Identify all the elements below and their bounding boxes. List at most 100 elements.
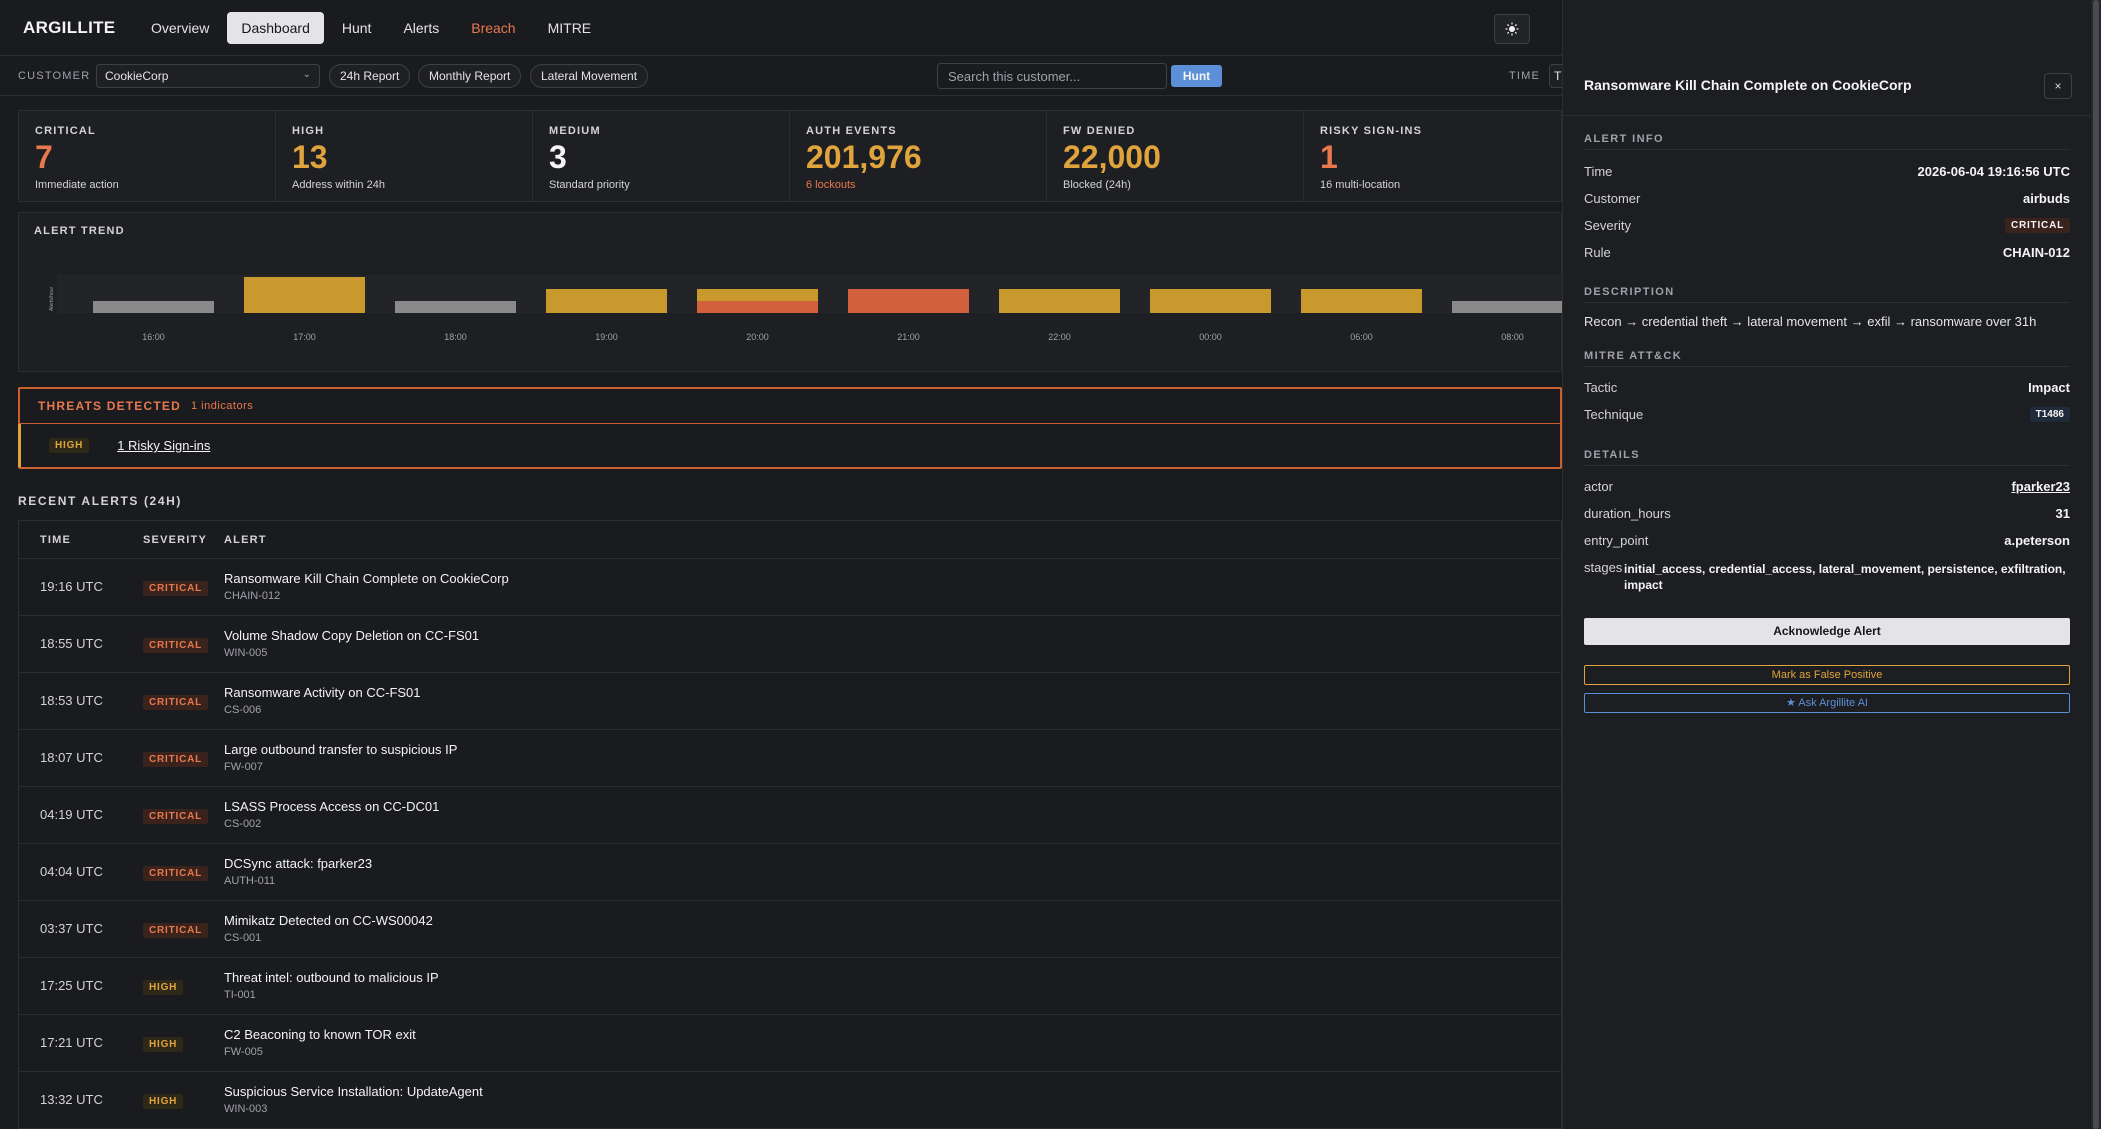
technique-badge[interactable]: T1486 — [2029, 407, 2070, 422]
severity-badge: CRITICAL — [143, 638, 209, 653]
acknowledge-alert-button[interactable]: Acknowledge Alert — [1584, 618, 2070, 645]
trend-bar[interactable] — [697, 289, 818, 301]
trend-bar[interactable] — [244, 277, 365, 313]
alert-rule: WIN-003 — [224, 1103, 268, 1115]
trend-bar[interactable] — [1301, 289, 1422, 313]
stat-cards: CRITICAL 7 Immediate action HIGH 13 Addr… — [18, 110, 1562, 202]
kv-stages: stages initial_access, credential_access… — [1584, 560, 2070, 600]
alert-rule: CS-002 — [224, 818, 262, 830]
nav-alerts[interactable]: Alerts — [403, 19, 440, 36]
stat-high[interactable]: HIGH 13 Address within 24h — [276, 111, 533, 201]
table-row[interactable]: 04:19 UTC CRITICAL LSASS Process Access on… — [19, 787, 1561, 844]
trend-bar[interactable] — [546, 289, 667, 313]
table-row[interactable]: 04:04 UTC CRITICAL DCSync attack: fparker2… — [19, 844, 1561, 901]
kv-key: Customer — [1584, 191, 1641, 206]
alert-detail-drawer: Ransomware Kill Chain Complete on Cookie… — [1562, 0, 2101, 1129]
trend-bar[interactable] — [93, 301, 214, 313]
y-axis-label: Alerts/hour — [49, 286, 55, 311]
x-tick-label: 06:00 — [1350, 332, 1373, 342]
stat-value: 13 — [292, 139, 328, 175]
report-24h-button[interactable]: 24h Report — [329, 64, 411, 88]
report-monthly-button[interactable]: Monthly Report — [418, 64, 522, 88]
ask-ai-button[interactable]: ★ Ask Argillite AI — [1584, 693, 2070, 713]
alert-time: 04:04 UTC — [40, 864, 103, 879]
severity-badge: HIGH — [143, 1037, 184, 1052]
kv-key: actor — [1584, 479, 1613, 494]
stat-medium[interactable]: MEDIUM 3 Standard priority — [533, 111, 790, 201]
threats-count: 1 indicators — [190, 400, 254, 412]
kv-key: duration_hours — [1584, 506, 1671, 521]
table-header: TIME SEVERITY ALERT — [19, 521, 1561, 559]
nav-mitre[interactable]: MITRE — [547, 19, 592, 36]
stat-fw-denied[interactable]: FW DENIED 22,000 Blocked (24h) — [1047, 111, 1304, 201]
recent-alerts-title: RECENT ALERTS (24H) — [18, 494, 182, 508]
table-row[interactable]: 03:37 UTC CRITICAL Mimikatz Detected on CC… — [19, 901, 1561, 958]
stat-value: 22,000 — [1063, 139, 1161, 175]
kv-key: Technique — [1584, 407, 1644, 422]
threat-link[interactable]: 1 Risky Sign-ins — [117, 438, 211, 453]
trend-bar[interactable] — [395, 301, 516, 313]
trend-bar[interactable] — [848, 289, 969, 313]
header-severity[interactable]: SEVERITY — [143, 534, 208, 546]
threats-header: THREATS DETECTED 1 indicators — [20, 389, 1560, 424]
actor-link[interactable]: fparker23 — [2011, 479, 2070, 494]
description-text: Recon → credential theft → lateral movem… — [1584, 314, 2037, 329]
alert-time: 04:19 UTC — [40, 807, 103, 822]
stat-subtext: 6 lockouts — [806, 179, 856, 191]
section-alert-info: ALERT INFO — [1584, 133, 2070, 150]
nav-overview[interactable]: Overview — [151, 19, 210, 36]
table-row[interactable]: 18:53 UTC CRITICAL Ransomware Activity on … — [19, 673, 1561, 730]
table-row[interactable]: 18:55 UTC CRITICAL Volume Shadow Copy Dele… — [19, 616, 1561, 673]
table-row[interactable]: 19:16 UTC CRITICAL Ransomware Kill Chain C… — [19, 559, 1561, 616]
alert-trend-panel: ALERT TREND Alerts/hour 16:00 17:00 18:00 19… — [18, 212, 1563, 372]
kv-key: Severity — [1584, 218, 1631, 233]
trend-bar[interactable] — [999, 289, 1120, 313]
table-row[interactable]: 17:25 UTC HIGH Threat intel: outbound to m… — [19, 958, 1561, 1015]
table-row[interactable]: 13:32 UTC HIGH Suspicious Service Installa… — [19, 1072, 1561, 1129]
alert-rule: CS-006 — [224, 704, 262, 716]
brand-logo[interactable]: ARGILLITE — [23, 17, 116, 37]
header-alert[interactable]: ALERT — [224, 534, 267, 546]
nav-hunt[interactable]: Hunt — [341, 19, 372, 36]
trend-bar[interactable] — [1452, 301, 1563, 313]
table-row[interactable]: 18:07 UTC CRITICAL Large outbound transfer… — [19, 730, 1561, 787]
theme-toggle-button[interactable] — [1494, 14, 1530, 44]
alert-title: Large outbound transfer to suspicious IP — [224, 742, 458, 757]
sun-icon — [1505, 22, 1519, 36]
trend-bar[interactable] — [1150, 289, 1271, 313]
scrollbar-thumb[interactable] — [2093, 0, 2099, 1129]
nav-breach[interactable]: Breach — [471, 19, 516, 36]
alert-time: 18:07 UTC — [40, 750, 103, 765]
alert-title: Suspicious Service Installation: UpdateA… — [224, 1084, 483, 1099]
stat-label: HIGH — [292, 125, 325, 137]
x-tick-label: 18:00 — [444, 332, 467, 342]
threats-title: THREATS DETECTED — [38, 399, 181, 413]
nav-dashboard[interactable]: Dashboard — [227, 11, 324, 44]
alert-time: 13:32 UTC — [40, 1092, 103, 1107]
x-tick-label: 08:00 — [1501, 332, 1524, 342]
trend-bar[interactable] — [697, 301, 818, 313]
threats-panel: THREATS DETECTED 1 indicators HIGH 1 Ris… — [18, 387, 1562, 469]
header-time[interactable]: TIME — [40, 534, 72, 546]
severity-badge: CRITICAL — [2004, 218, 2070, 233]
hunt-button[interactable]: Hunt — [1171, 65, 1222, 87]
drawer-title: Ransomware Kill Chain Complete on Cookie… — [1584, 77, 1912, 93]
stat-auth-events[interactable]: AUTH EVENTS 201,976 6 lockouts — [790, 111, 1047, 201]
report-lateral-movement-button[interactable]: Lateral Movement — [530, 64, 649, 88]
severity-badge: CRITICAL — [143, 809, 209, 824]
stat-risky-signins[interactable]: RISKY SIGN-INS 1 16 multi-location — [1304, 111, 1561, 201]
stat-critical[interactable]: CRITICAL 7 Immediate action — [19, 111, 276, 201]
stat-value: 7 — [35, 139, 53, 175]
threat-row: HIGH 1 Risky Sign-ins — [18, 424, 1560, 467]
mark-false-positive-button[interactable]: Mark as False Positive — [1584, 665, 2070, 685]
alert-time: 18:53 UTC — [40, 693, 103, 708]
section-description: DESCRIPTION — [1584, 286, 2070, 303]
close-button[interactable]: × — [2044, 73, 2072, 99]
alert-time: 19:16 UTC — [40, 579, 103, 594]
customer-select[interactable]: CookieCorp ⌄ — [96, 64, 320, 88]
kv-key: Tactic — [1584, 380, 1618, 395]
stat-label: RISKY SIGN-INS — [1320, 125, 1423, 137]
customer-search-input[interactable] — [937, 63, 1167, 89]
kv-value: Impact — [2028, 380, 2070, 395]
table-row[interactable]: 17:21 UTC HIGH C2 Beaconing to known TOR e… — [19, 1015, 1561, 1072]
